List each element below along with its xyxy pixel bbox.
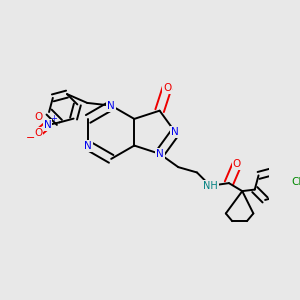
Text: Cl: Cl xyxy=(291,177,300,187)
Text: +: + xyxy=(50,114,57,123)
Text: N: N xyxy=(156,149,164,159)
Text: −: − xyxy=(26,133,35,142)
Text: NH: NH xyxy=(203,181,218,191)
Text: N: N xyxy=(84,141,92,151)
Text: N: N xyxy=(171,127,179,137)
Text: O: O xyxy=(34,128,42,138)
Text: O: O xyxy=(233,160,241,170)
Text: N: N xyxy=(107,100,115,111)
Text: N: N xyxy=(44,120,51,130)
Text: O: O xyxy=(34,112,42,122)
Text: O: O xyxy=(163,83,171,93)
